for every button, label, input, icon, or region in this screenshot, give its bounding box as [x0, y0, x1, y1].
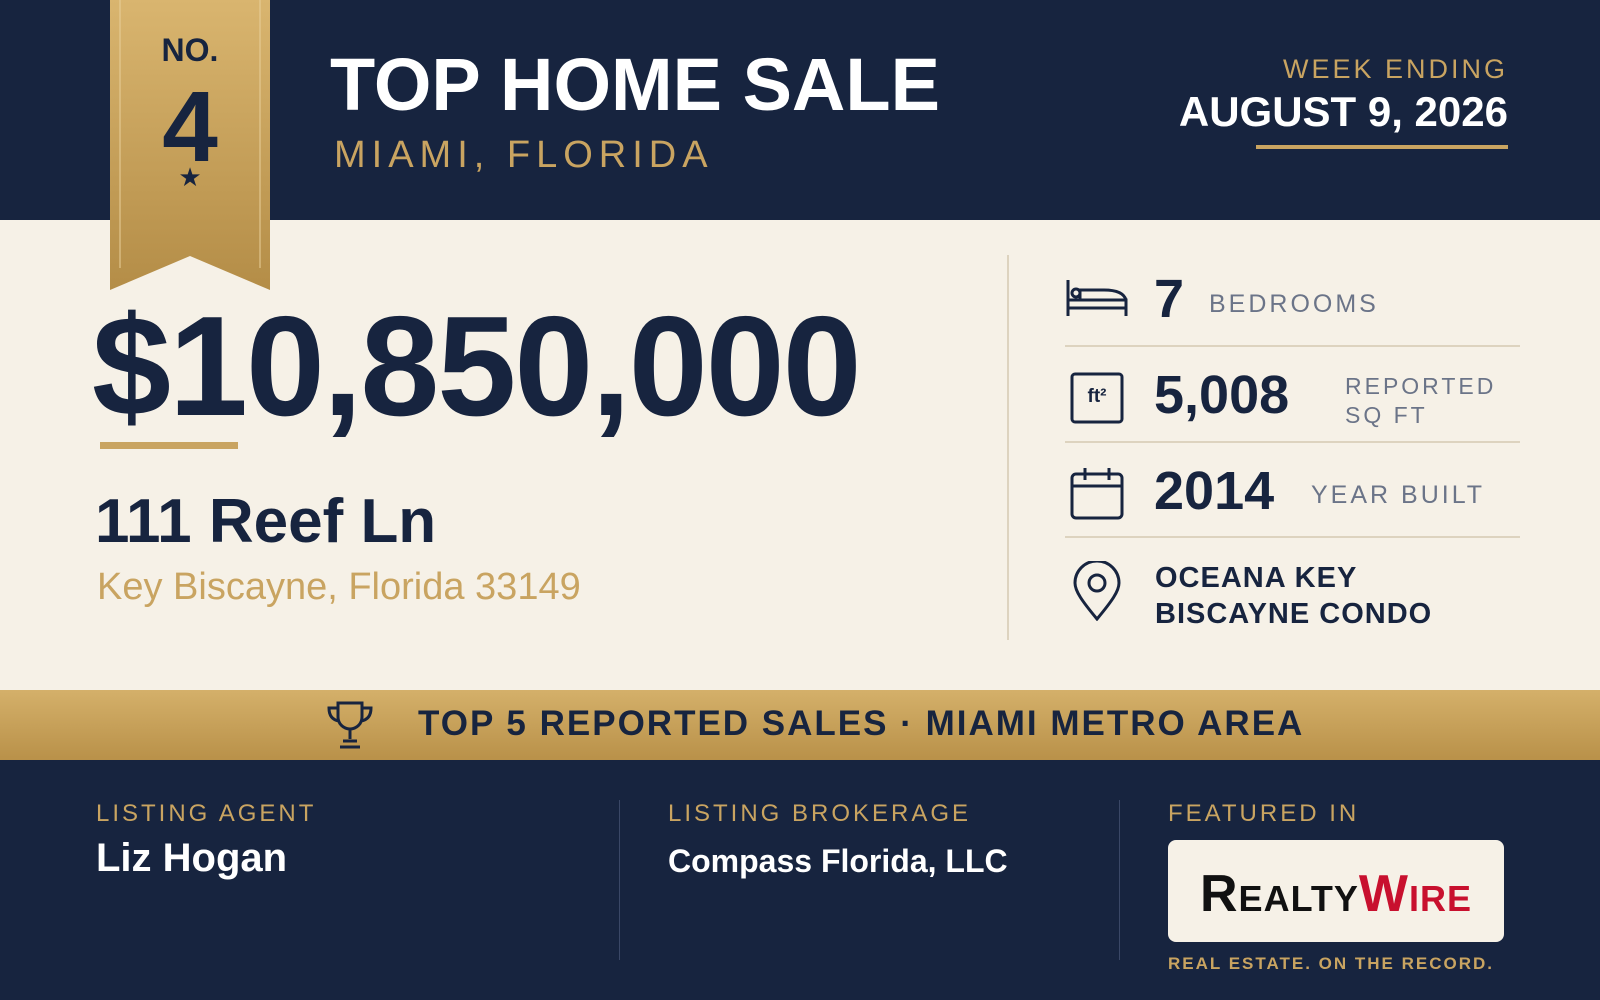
price-rule	[100, 442, 238, 449]
divider	[1119, 800, 1120, 960]
rule	[1065, 441, 1520, 443]
divider	[1007, 255, 1009, 640]
banner	[0, 690, 1600, 760]
ribbon-rank: 4	[162, 71, 218, 183]
week-label: WEEK ENDING	[1282, 54, 1508, 84]
logo: RealtyWire	[1168, 840, 1504, 942]
area-icon	[1070, 372, 1124, 424]
fact-label: REPORTED SQ FT	[1345, 373, 1497, 428]
fact-value: 2014	[1154, 461, 1275, 521]
fact-value: 7	[1154, 269, 1185, 329]
agent-label: LISTING AGENT	[96, 800, 317, 827]
city: Key Biscayne, Florida 33149	[97, 566, 581, 608]
brokerage: Compass Florida, LLC	[668, 843, 1008, 879]
pin-icon	[1073, 561, 1121, 621]
rule	[1065, 536, 1520, 538]
banner-text: TOP 5 REPORTED SALES · MIAMI METRO AREA	[418, 704, 1305, 743]
rule	[1065, 345, 1520, 347]
fact-label: YEAR BUILT	[1311, 481, 1486, 509]
divider	[619, 800, 620, 960]
logo-first: Realty	[1200, 865, 1359, 923]
fact-value: 5,008	[1154, 365, 1290, 425]
area-icon-text: ft²	[1087, 386, 1107, 407]
price: $10,850,000	[92, 287, 862, 446]
logo-second: Wire	[1358, 865, 1472, 923]
calendar-icon	[1070, 468, 1124, 520]
tagline: REAL ESTATE. ON THE RECORD.	[1168, 954, 1495, 973]
date-rule	[1256, 145, 1508, 149]
fact-label: BEDROOMS	[1209, 290, 1379, 318]
location: MIAMI, FLORIDA	[334, 134, 714, 176]
ribbon-prefix: NO.	[161, 32, 219, 68]
building: OCEANA KEY BISCAYNE CONDO	[1155, 562, 1433, 630]
bed-icon	[1066, 280, 1128, 316]
brokerage-label: LISTING BROKERAGE	[668, 800, 972, 827]
week-date: AUGUST 9, 2026	[1178, 88, 1508, 135]
featured-label: FEATURED IN	[1168, 800, 1360, 827]
trophy-icon	[327, 701, 373, 749]
title: TOP HOME SALE	[330, 43, 940, 126]
svg-text:★: ★	[178, 162, 201, 192]
address: 111 Reef Ln	[95, 487, 437, 556]
agent: Liz Hogan	[96, 836, 288, 880]
ribbon: ★	[110, 0, 270, 290]
